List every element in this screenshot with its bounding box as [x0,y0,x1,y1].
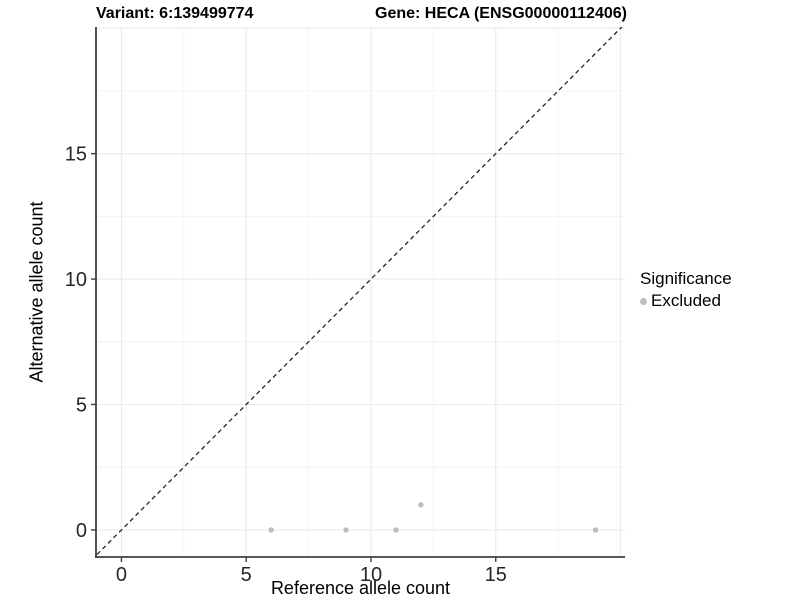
axis-lines [95,27,625,558]
x-tick-label: 15 [485,564,507,586]
gene-title: Gene: HECA (ENSG00000112406) [375,5,627,22]
tick-marks [91,152,497,562]
tick-labels: 0 5 10 15 0 5 10 15 [65,144,507,586]
legend-entry-label: Excluded [651,291,721,311]
y-axis-title: Alternative allele count [26,201,47,383]
legend: Significance Excluded [640,268,732,311]
scatter-point [343,527,349,533]
x-tick-label: 0 [116,564,127,586]
y-tick-label: 10 [65,269,87,291]
gridlines-major [96,27,625,557]
x-tick-label: 10 [360,564,382,586]
scatter-point [268,527,274,533]
identity-line [96,27,623,557]
y-tick-label: 15 [65,144,87,166]
series-excluded [268,502,599,533]
gridlines-minor [96,27,625,557]
scatter-point [592,527,599,533]
x-axis-title: Reference allele count [270,578,451,598]
scatter-point [393,527,399,533]
x-tick-label: 5 [241,564,252,586]
scatter-point [418,502,424,508]
legend-entry-excluded: Excluded [640,292,732,311]
y-tick-label: 5 [76,394,87,416]
legend-title: Significance [640,269,732,288]
variant-title: Variant: 6:139499774 [96,5,254,22]
y-tick-label: 0 [76,520,87,542]
excluded-dot-icon [640,298,647,306]
